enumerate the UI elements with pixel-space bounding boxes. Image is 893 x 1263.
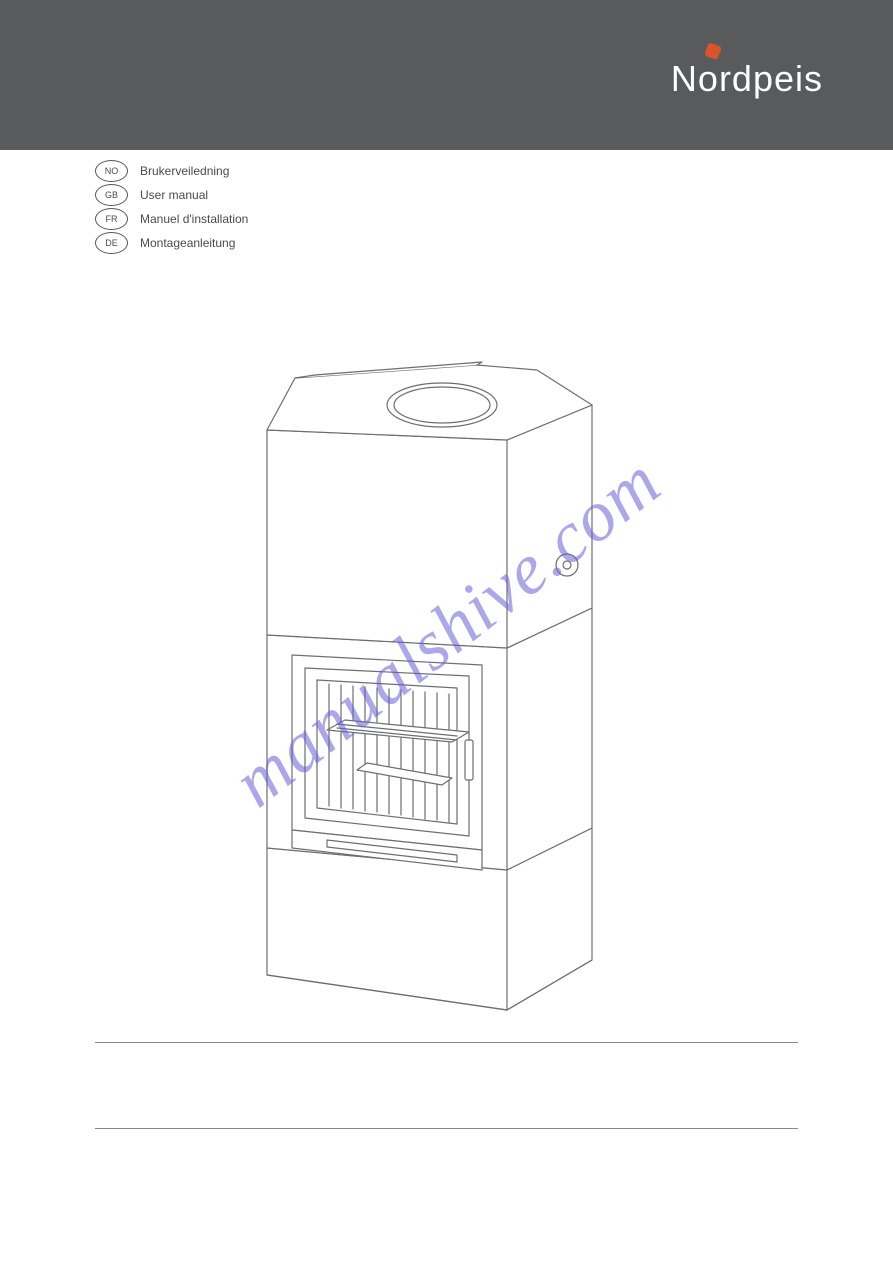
language-badge-no: NO [95, 160, 128, 182]
language-row: DE Montageanleitung [95, 232, 248, 254]
language-code: FR [106, 214, 118, 224]
language-title: Brukerveiledning [140, 164, 229, 178]
language-list: NO Brukerveiledning GB User manual FR Ma… [95, 160, 248, 254]
language-code: NO [105, 166, 119, 176]
divider-bottom [95, 1128, 798, 1129]
language-row: GB User manual [95, 184, 248, 206]
language-code: DE [105, 238, 118, 248]
language-title: Manuel d'installation [140, 212, 248, 226]
language-row: FR Manuel d'installation [95, 208, 248, 230]
language-code: GB [105, 190, 118, 200]
brand-logo: Nordpeis [671, 58, 823, 100]
brand-name: Nordpeis [671, 58, 823, 100]
language-row: NO Brukerveiledning [95, 160, 248, 182]
product-illustration [0, 350, 893, 1020]
language-badge-de: DE [95, 232, 128, 254]
stove-line-drawing [207, 350, 687, 1020]
language-title: Montageanleitung [140, 236, 235, 250]
language-badge-gb: GB [95, 184, 128, 206]
language-title: User manual [140, 188, 208, 202]
divider-top [95, 1042, 798, 1043]
header-band: Nordpeis [0, 0, 893, 150]
language-badge-fr: FR [95, 208, 128, 230]
